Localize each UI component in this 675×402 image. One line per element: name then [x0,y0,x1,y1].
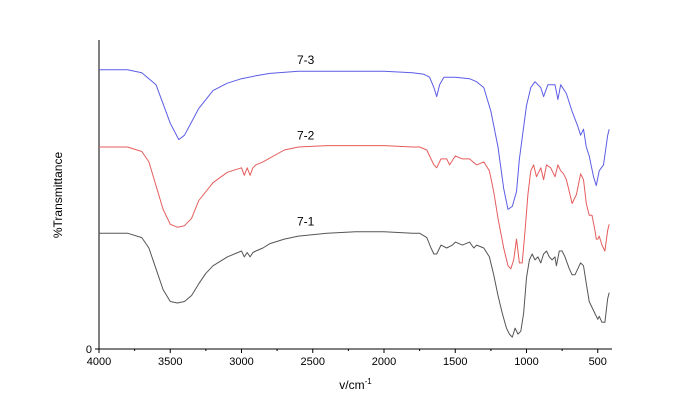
x-tick-label: 4000 [87,356,111,368]
x-tick-label: 2500 [301,356,325,368]
chart-series-group [99,69,610,338]
x-tick-label: 500 [589,356,607,368]
y-tick-label: 0 [86,344,92,356]
y-axis-title: %Transmittance [51,152,65,239]
series-label-7-2: 7-2 [297,129,315,143]
x-tick-label: 3000 [229,356,253,368]
x-axis-title-base: v/cm [339,378,364,392]
x-tick-label: 1500 [443,356,467,368]
series-line-7-1 [99,231,610,338]
chart-series-labels: 7-3 7-2 7-1 [297,53,315,229]
series-line-7-2 [99,145,610,270]
x-axis-title-exponent: -1 [365,377,373,386]
x-tick-label: 3500 [158,356,182,368]
series-line-7-3 [99,69,610,210]
chart-axes: 4000 3500 3000 2500 2000 1500 1000 500 0 [86,40,612,368]
x-tick-label: 1000 [514,356,538,368]
series-label-7-3: 7-3 [297,53,315,67]
x-tick-label: 2000 [372,356,396,368]
series-label-7-1: 7-1 [297,215,315,229]
x-axis-title: v/cm-1 [339,377,372,392]
